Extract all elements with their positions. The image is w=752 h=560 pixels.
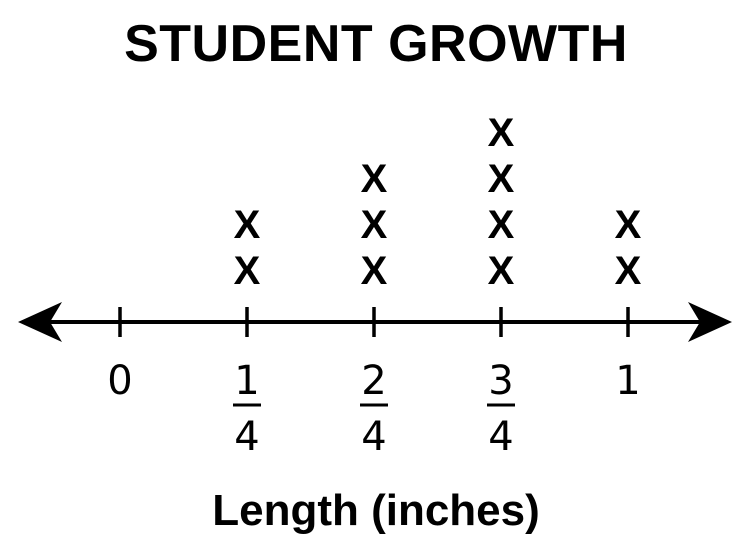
- tick-label-fraction: 14: [233, 358, 261, 460]
- tick-label: 1: [615, 358, 640, 404]
- tick-marks: [118, 307, 630, 337]
- tick-label: 0: [107, 358, 132, 404]
- right-arrow-icon: [688, 302, 732, 342]
- fraction-numerator: 1: [234, 358, 259, 404]
- marker-column: XX: [615, 203, 642, 293]
- fraction-denominator: 4: [361, 414, 386, 460]
- x-axis-label: Length (inches): [212, 486, 540, 535]
- x-marker: X: [234, 203, 261, 247]
- tick-label-fraction: 34: [487, 358, 515, 460]
- x-marker: X: [234, 249, 261, 293]
- x-marker: X: [361, 249, 388, 293]
- x-marker: X: [361, 157, 388, 201]
- left-arrow-icon: [18, 302, 62, 342]
- chart-title: STUDENT GROWTH: [124, 15, 628, 73]
- x-marker: X: [488, 157, 515, 201]
- x-marker: X: [488, 249, 515, 293]
- tick-label-fraction: 24: [360, 358, 388, 460]
- x-marker: X: [615, 249, 642, 293]
- fraction-denominator: 4: [234, 414, 259, 460]
- x-marker: X: [361, 203, 388, 247]
- fraction-numerator: 2: [361, 358, 386, 404]
- x-marker: X: [488, 111, 515, 155]
- marker-column: XX: [234, 203, 261, 293]
- fraction-denominator: 4: [488, 414, 513, 460]
- marker-column: XXX: [361, 157, 388, 293]
- x-marker: X: [488, 203, 515, 247]
- fraction-numerator: 3: [488, 358, 513, 404]
- x-marker: X: [615, 203, 642, 247]
